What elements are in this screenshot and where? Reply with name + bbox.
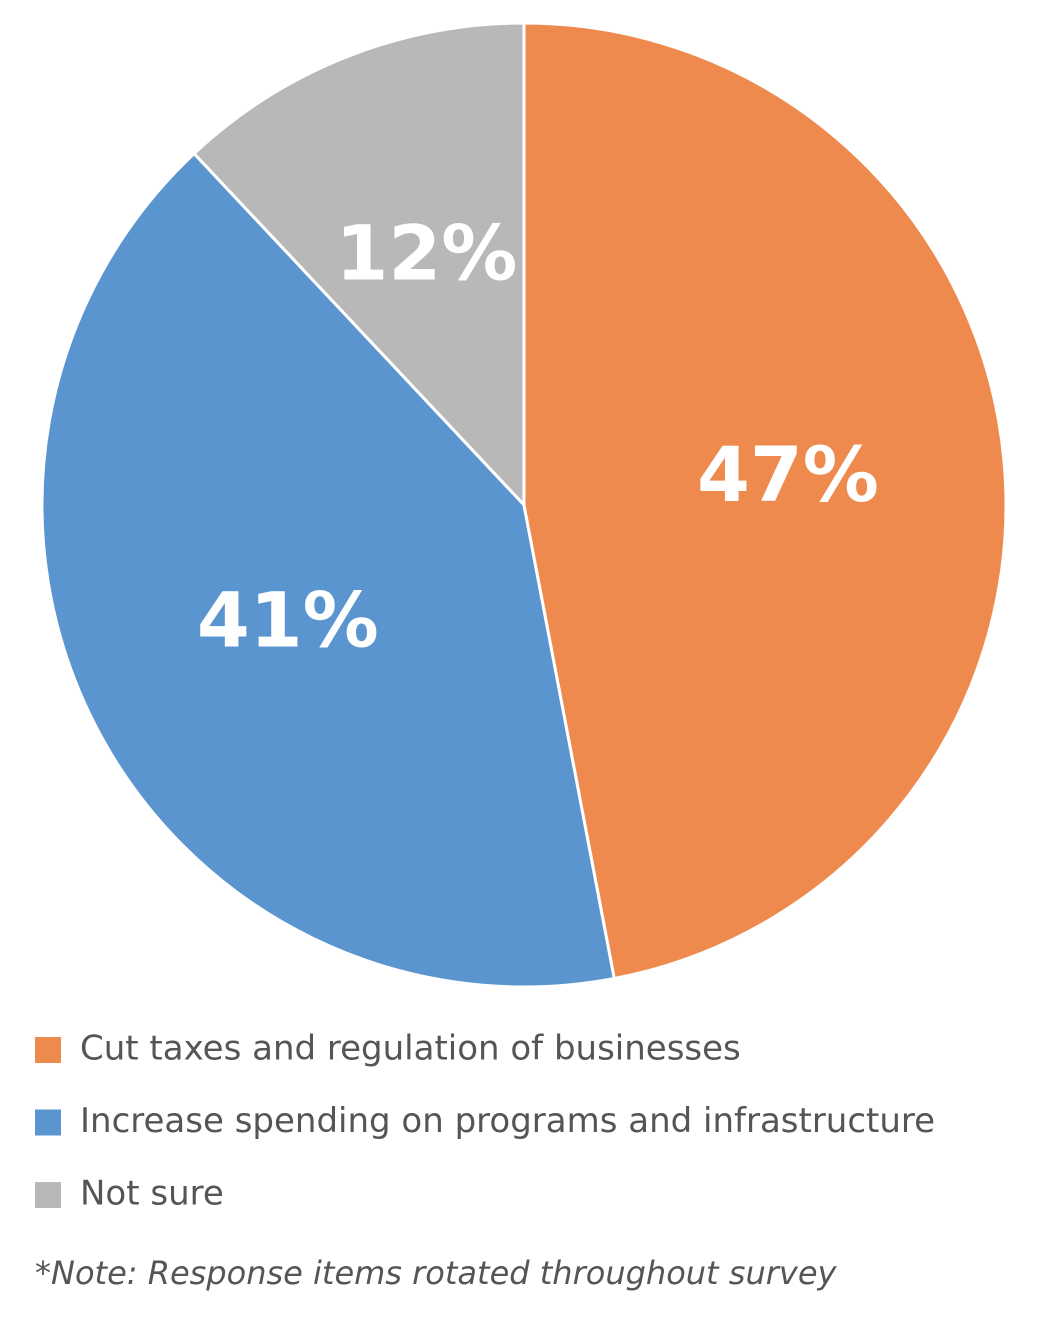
data-label: 41%: [197, 575, 379, 664]
legend-label: Increase spending on programs and infras…: [80, 1101, 935, 1141]
legend-swatch: [35, 1182, 61, 1208]
legend-label: Not sure: [80, 1174, 224, 1214]
legend-label: Cut taxes and regulation of businesses: [80, 1029, 741, 1069]
pie-slice: [522, 21, 1008, 981]
pie-slice: [191, 21, 526, 509]
legend-swatch: [35, 1037, 61, 1063]
legend-swatch: [35, 1109, 61, 1136]
data-label: 12%: [335, 209, 517, 298]
data-label: 47%: [697, 430, 879, 519]
note: *Note: Response items rotated throughout…: [35, 1254, 838, 1292]
pie-slice: [40, 151, 617, 989]
